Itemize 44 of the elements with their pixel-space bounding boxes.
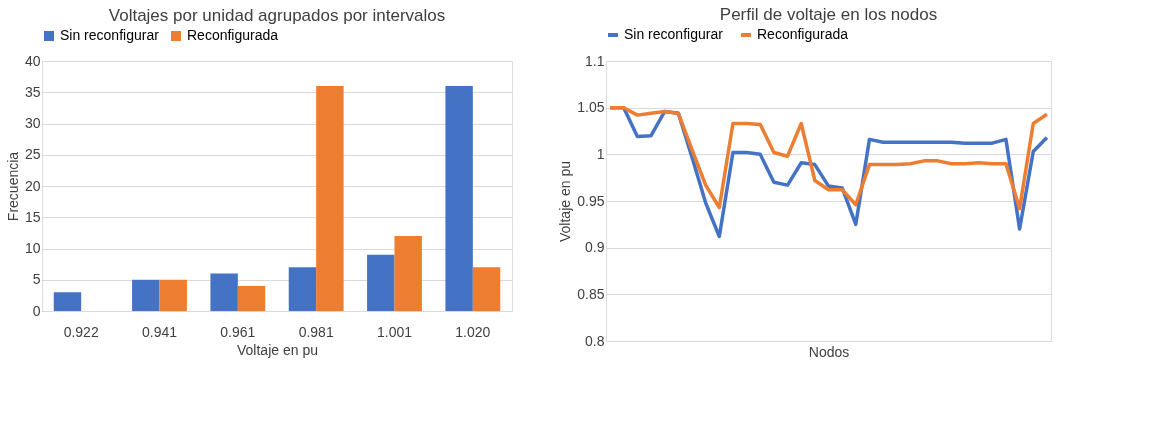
bar [132,279,160,311]
bar [159,279,187,311]
y-tick-label: 0.85 [577,285,605,302]
bar [472,267,501,311]
x-axis-title: Voltaje en pu [237,341,318,358]
y-tick-label: 1.05 [577,99,605,116]
x-tick-label: 0.941 [141,323,178,340]
y-axis-title: Voltaje en pu [557,161,574,242]
bar [288,267,317,311]
bar [394,236,422,311]
y-tick-label: 5 [32,271,41,288]
x-tick-label: 0.961 [220,323,256,340]
x-axis-title: Nodos [808,343,850,360]
x-tick-label: 1.020 [455,323,491,340]
y-tick-label: 15 [24,208,41,225]
bar [316,86,344,311]
legend-label: Reconfigurada [187,27,279,43]
chart-title: Voltajes por unidad agrupados por intervalos [108,6,446,25]
legend-label: Sin reconfigurar [60,27,160,43]
line-series [608,105,1049,211]
y-tick-label: 0 [32,302,41,319]
bar [210,273,238,311]
y-tick-label: 25 [24,146,41,163]
bar [237,286,266,311]
bar [53,292,82,311]
chart-title: Perfil de voltaje en los nodos [719,5,938,24]
x-tick-label: 0.981 [298,323,334,340]
y-tick-label: 10 [24,240,41,256]
y-tick-label: 40 [24,52,41,69]
x-tick-label: 1.001 [376,323,413,340]
bar [367,254,395,311]
y-tick-label: 20 [24,177,41,194]
legend-label: Sin reconfigurar [624,26,724,42]
y-tick-label: 0.95 [577,192,605,209]
y-tick-label: 35 [24,83,41,100]
y-tick-label: 30 [24,115,41,131]
y-tick-label: 0.8 [585,332,605,349]
legend-label: Reconfigurada [757,26,849,42]
bar [445,86,473,311]
y-tick-label: 1 [596,145,605,162]
y-tick-label: 0.9 [585,239,605,256]
y-axis-title: Frecuencia [4,151,21,222]
x-tick-label: 0.922 [63,323,99,340]
y-tick-label: 1.1 [585,52,605,69]
